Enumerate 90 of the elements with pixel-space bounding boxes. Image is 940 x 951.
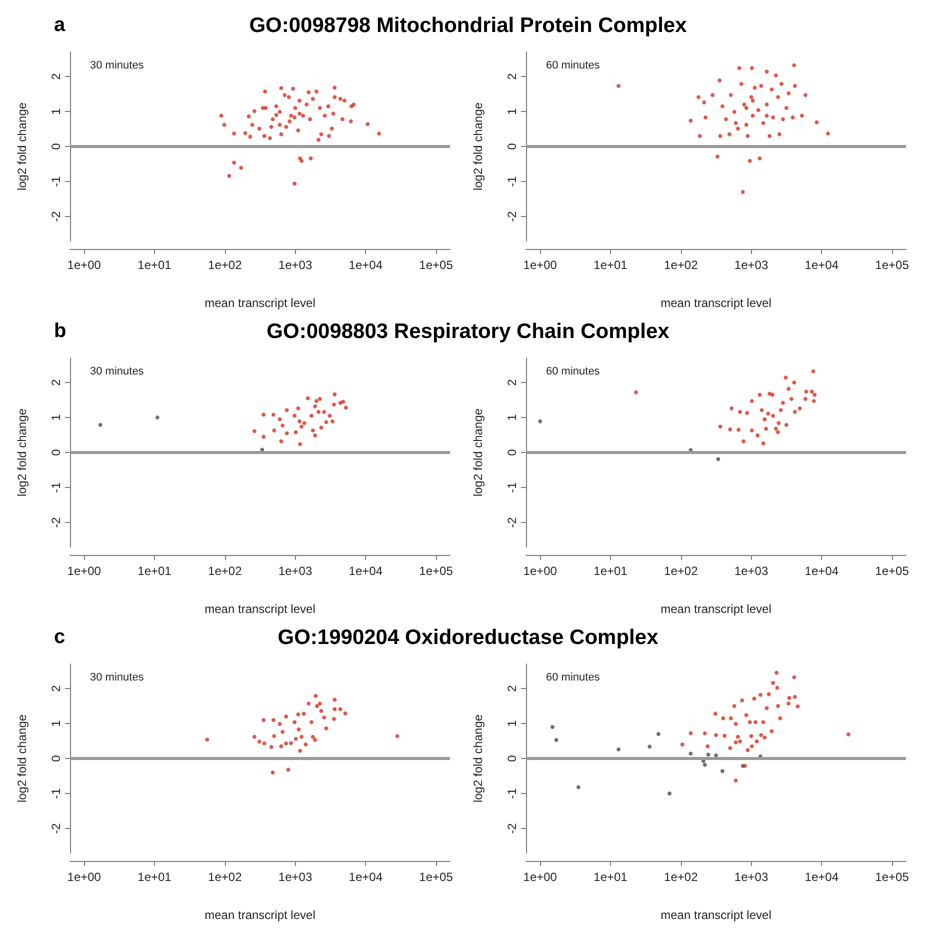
y-axis-title: log2 fold change (471, 408, 485, 497)
annotation: 60 minutes (546, 672, 600, 684)
y-tick-label: 2 (505, 72, 519, 80)
x-axis-title: mean transcript level (660, 908, 772, 922)
y-tick-label: -2 (49, 822, 63, 834)
x-tick-label: 1e+00 (523, 870, 558, 884)
y-axis-title: log2 fold change (15, 102, 29, 191)
x-tick-label: 1e+04 (804, 564, 839, 578)
text: c (54, 626, 66, 649)
x-tick-label: 1e+00 (523, 258, 558, 272)
annotation: 30 minutes (90, 60, 144, 72)
y-tick-label: 1 (505, 108, 519, 115)
x-tick-label: 1e+03 (278, 258, 312, 272)
y-tick-label: 1 (49, 108, 63, 115)
x-tick-label: 1e+02 (208, 564, 242, 578)
y-tick-label: 0 (49, 142, 63, 150)
x-tick-label: 1e+00 (67, 870, 102, 884)
text: b (54, 320, 66, 343)
x-tick-label: 1e+01 (594, 258, 628, 272)
x-tick-label: 1e+01 (138, 564, 172, 578)
y-tick-label: 0 (505, 448, 519, 456)
y-axis-title: log2 fold change (471, 102, 485, 191)
y-tick-label: 2 (49, 378, 63, 386)
x-tick-label: 1e+01 (594, 870, 628, 884)
y-tick-label: 2 (505, 684, 519, 692)
x-tick-label: 1e+05 (875, 258, 910, 272)
y-tick-label: -2 (505, 210, 519, 222)
chart-title: GO:0098798 Mitochondrial Protein Complex (249, 14, 687, 37)
y-tick-label: -2 (505, 516, 519, 528)
y-tick-label: -2 (49, 516, 63, 528)
x-tick-label: 1e+05 (875, 564, 910, 578)
x-tick-label: 1e+02 (208, 258, 242, 272)
x-tick-label: 1e+05 (419, 870, 454, 884)
x-tick-label: 1e+01 (594, 564, 628, 578)
x-tick-label: 1e+02 (664, 258, 698, 272)
annotation: 30 minutes (90, 366, 144, 378)
x-tick-label: 1e+04 (348, 258, 383, 272)
x-tick-label: 1e+01 (138, 258, 172, 272)
text: a (54, 14, 66, 37)
y-tick-label: 2 (49, 684, 63, 692)
annotation: 60 minutes (546, 366, 600, 378)
x-axis-title: mean transcript level (660, 602, 772, 616)
x-tick-label: 1e+05 (875, 870, 910, 884)
y-tick-label: -1 (505, 176, 519, 187)
y-axis-title: log2 fold change (15, 714, 29, 803)
y-tick-label: 2 (505, 378, 519, 386)
x-axis-title: mean transcript level (204, 296, 316, 310)
x-tick-label: 1e+04 (348, 870, 383, 884)
x-tick-label: 1e+02 (664, 870, 698, 884)
chart-title: GO:0098803 Respiratory Chain Complex (266, 320, 670, 343)
y-tick-label: 0 (49, 754, 63, 762)
x-tick-label: 1e+02 (208, 870, 242, 884)
x-tick-label: 1e+03 (734, 258, 768, 272)
x-axis-title: mean transcript level (660, 296, 772, 310)
x-tick-label: 1e+03 (278, 870, 312, 884)
y-tick-label: 1 (505, 414, 519, 421)
x-tick-label: 1e+01 (138, 870, 172, 884)
annotation: 60 minutes (546, 60, 600, 72)
y-tick-label: -2 (505, 822, 519, 834)
x-tick-label: 1e+03 (734, 564, 768, 578)
x-tick-label: 1e+04 (348, 564, 383, 578)
x-tick-label: 1e+00 (67, 564, 102, 578)
x-tick-label: 1e+03 (278, 564, 312, 578)
x-tick-label: 1e+03 (734, 870, 768, 884)
y-tick-label: -1 (49, 176, 63, 187)
y-tick-label: 1 (49, 720, 63, 727)
y-tick-label: -1 (49, 788, 63, 799)
x-tick-label: 1e+00 (523, 564, 558, 578)
y-tick-label: -2 (49, 210, 63, 222)
x-tick-label: 1e+05 (419, 564, 454, 578)
x-tick-label: 1e+02 (664, 564, 698, 578)
y-tick-label: -1 (49, 482, 63, 493)
y-tick-label: 0 (49, 448, 63, 456)
annotation: 30 minutes (90, 672, 144, 684)
y-tick-label: -1 (505, 788, 519, 799)
x-tick-label: 1e+05 (419, 258, 454, 272)
y-tick-label: 2 (49, 72, 63, 80)
x-tick-label: 1e+00 (67, 258, 102, 272)
y-axis-title: log2 fold change (471, 714, 485, 803)
x-tick-label: 1e+04 (804, 258, 839, 272)
y-tick-label: 1 (505, 720, 519, 727)
y-axis-title: log2 fold change (15, 408, 29, 497)
y-tick-label: -1 (505, 482, 519, 493)
y-tick-label: 0 (505, 142, 519, 150)
x-axis-title: mean transcript level (204, 908, 316, 922)
y-tick-label: 0 (505, 754, 519, 762)
chart-title: GO:1990204 Oxidoreductase Complex (278, 626, 658, 649)
y-tick-label: 1 (49, 414, 63, 421)
x-axis-title: mean transcript level (204, 602, 316, 616)
x-tick-label: 1e+04 (804, 870, 839, 884)
